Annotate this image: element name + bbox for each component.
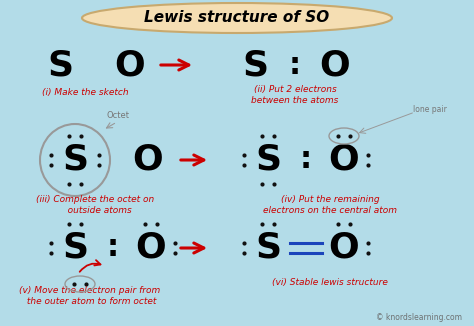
Ellipse shape xyxy=(82,3,392,33)
Text: S: S xyxy=(255,143,281,177)
Text: :: : xyxy=(107,233,119,262)
Text: (i) Make the sketch: (i) Make the sketch xyxy=(42,88,128,97)
Text: lone pair: lone pair xyxy=(413,106,447,114)
Text: O: O xyxy=(328,231,359,265)
Text: (v) Move the electron pair from
 the outer atom to form octet: (v) Move the electron pair from the oute… xyxy=(19,286,161,306)
Text: S: S xyxy=(62,231,88,265)
Text: O: O xyxy=(328,143,359,177)
Text: :: : xyxy=(300,145,312,174)
Text: (vi) Stable lewis structure: (vi) Stable lewis structure xyxy=(272,278,388,288)
Text: Lewis structure of SO: Lewis structure of SO xyxy=(145,10,329,25)
Text: (ii) Put 2 electrons
between the atoms: (ii) Put 2 electrons between the atoms xyxy=(251,85,339,105)
Text: O: O xyxy=(115,48,146,82)
Text: © knordslearning.com: © knordslearning.com xyxy=(376,314,462,322)
Text: O: O xyxy=(319,48,350,82)
Text: (iv) Put the remaining
electrons on the central atom: (iv) Put the remaining electrons on the … xyxy=(263,195,397,215)
Text: :: : xyxy=(289,51,301,80)
Text: O: O xyxy=(136,231,166,265)
Text: S: S xyxy=(255,231,281,265)
Text: S: S xyxy=(62,143,88,177)
Text: (iii) Complete the octet on
   outside atoms: (iii) Complete the octet on outside atom… xyxy=(36,195,154,215)
Text: Octet: Octet xyxy=(107,111,130,121)
Text: O: O xyxy=(133,143,164,177)
Text: S: S xyxy=(242,48,268,82)
Text: S: S xyxy=(47,48,73,82)
